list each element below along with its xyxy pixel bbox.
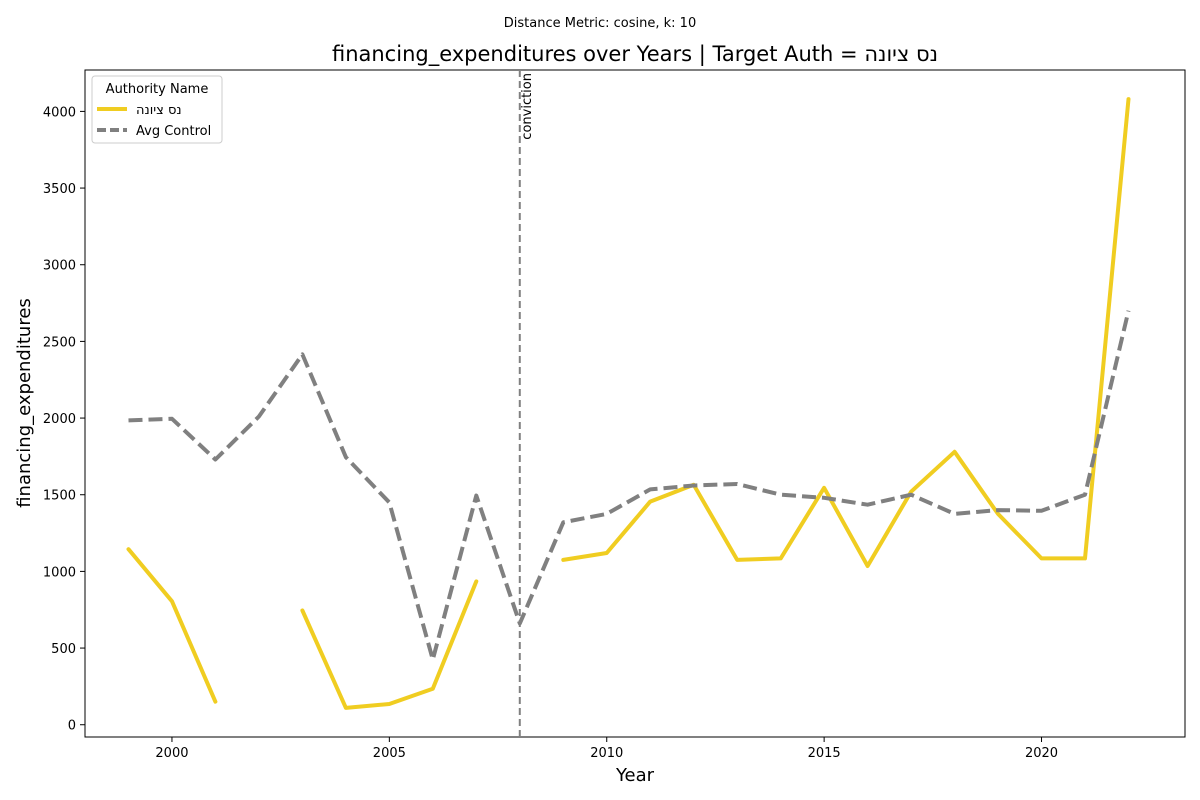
y-tick-label: 2000 bbox=[43, 412, 76, 427]
x-tick-label: 2010 bbox=[590, 746, 623, 761]
x-axis-label: Year bbox=[615, 765, 655, 786]
y-tick-label: 3500 bbox=[43, 182, 76, 197]
legend: Authority Name נס ציונה Avg Control bbox=[91, 75, 223, 144]
legend-title: Authority Name bbox=[106, 82, 209, 97]
chart-suptitle: Distance Metric: cosine, k: 10 bbox=[504, 16, 696, 31]
legend-label-target: נס ציונה bbox=[136, 103, 182, 118]
legend-box bbox=[91, 75, 223, 144]
y-tick-label: 4000 bbox=[43, 105, 76, 120]
y-tick-label: 2500 bbox=[43, 335, 76, 350]
legend-label-avg-control: Avg Control bbox=[136, 124, 211, 139]
conviction-label: conviction bbox=[520, 73, 535, 140]
series-line-target bbox=[561, 97, 1131, 568]
y-tick-label: 1000 bbox=[43, 565, 76, 580]
plot-frame bbox=[84, 69, 1186, 738]
chart-title: financing_expenditures over Years | Targ… bbox=[332, 42, 938, 67]
y-tick-label: 1500 bbox=[43, 489, 76, 504]
series-line-target bbox=[300, 579, 479, 710]
x-tick-label: 2000 bbox=[155, 746, 188, 761]
series-line-avg-control bbox=[128, 310, 1131, 662]
x-tick-label: 2005 bbox=[373, 746, 406, 761]
y-axis-label: financing_expenditures bbox=[14, 298, 35, 508]
x-tick-label: 2020 bbox=[1025, 746, 1058, 761]
plot-area: 2000 2005 2010 2015 2020 0 500 1000 1500 2000 2500… bbox=[43, 69, 1186, 761]
x-tick-label: 2015 bbox=[808, 746, 841, 761]
y-tick-label: 0 bbox=[68, 719, 76, 734]
y-tick-label: 3000 bbox=[43, 259, 76, 274]
series-line-target bbox=[126, 547, 218, 704]
y-tick-label: 500 bbox=[51, 642, 76, 657]
